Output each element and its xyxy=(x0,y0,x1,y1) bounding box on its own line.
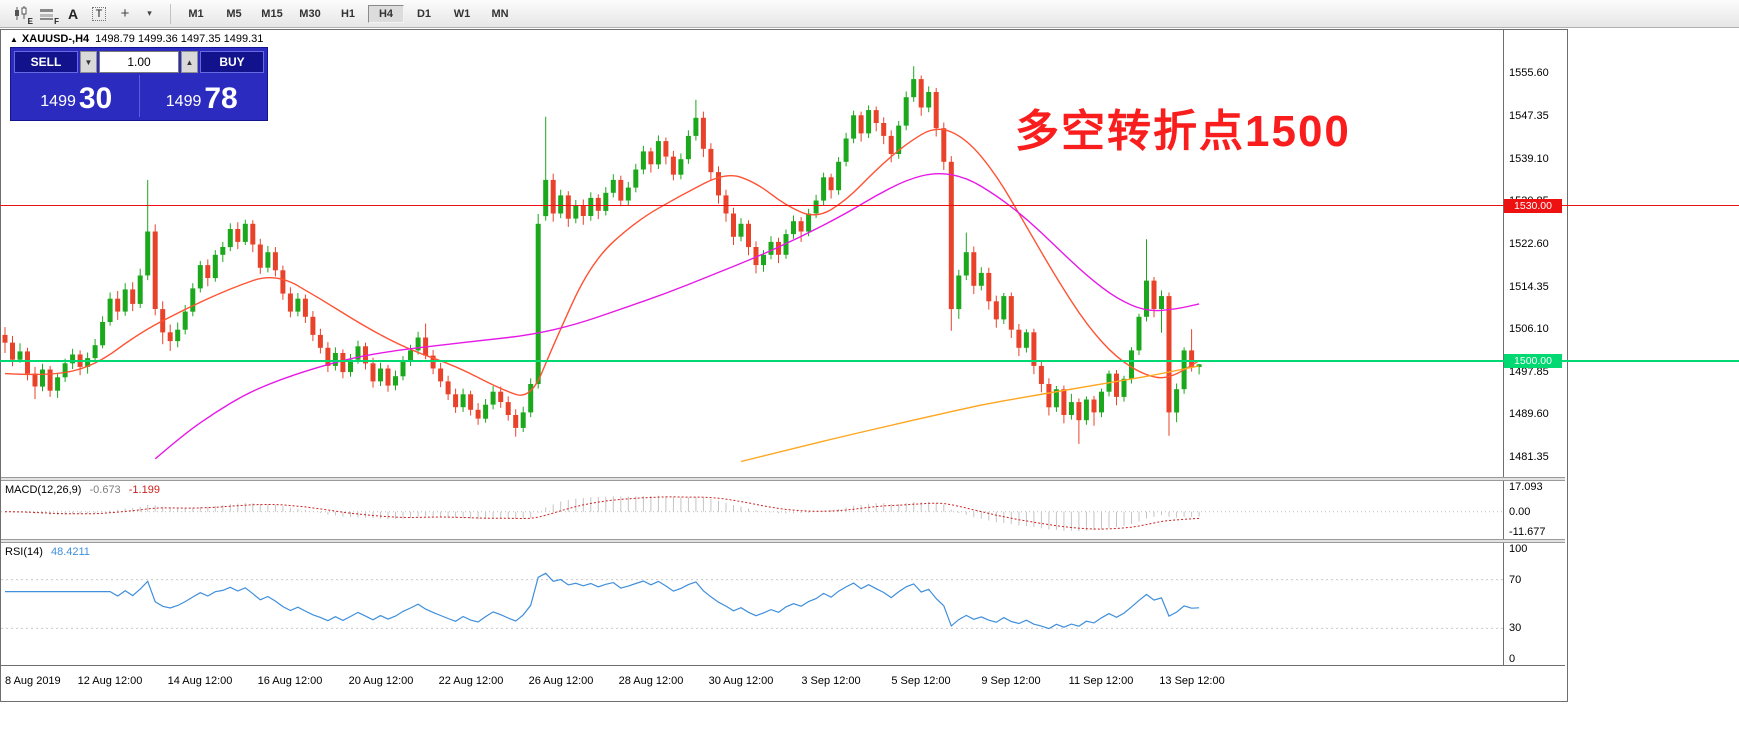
macd-label: MACD(12,26,9) xyxy=(5,484,82,496)
text-label-tool-icon[interactable]: T xyxy=(87,3,111,25)
chart-window: 1555.601547.351539.101530.851522.601514.… xyxy=(0,29,1568,702)
macd-axis-tick: 17.093 xyxy=(1509,481,1543,493)
rsi-panel: 100 70 30 0 RSI(14) 48.4211 xyxy=(1,543,1565,665)
time-axis-label: 13 Sep 12:00 xyxy=(1159,675,1225,687)
rsi-axis[interactable]: 100 70 30 0 xyxy=(1503,543,1565,665)
macd-panel: 17.093 0.00 -11.677 MACD(12,26,9) -0.673 -… xyxy=(1,481,1565,539)
volume-up-button[interactable]: ▲ xyxy=(181,51,198,73)
sell-button[interactable]: SELL xyxy=(14,51,78,73)
rsi-line xyxy=(5,572,1200,630)
time-axis-label: 22 Aug 12:00 xyxy=(438,675,504,687)
support-line[interactable] xyxy=(0,360,1739,362)
macd-histogram xyxy=(12,495,1200,532)
rsi-axis-tick: 30 xyxy=(1509,622,1522,634)
macd-header: MACD(12,26,9) -0.673 -1.199 xyxy=(5,484,165,496)
macd-signal-line xyxy=(4,496,1200,530)
sell-price-pips: 30 xyxy=(78,82,113,115)
timeframe-button-m15[interactable]: M15 xyxy=(261,7,283,20)
time-axis[interactable]: 8 Aug 2019 12 Aug 12:00 14 Aug 12:00 16 Aug… xyxy=(1,665,1565,700)
chart-list-icon[interactable]: F xyxy=(35,3,59,26)
timeframe-button-mn[interactable]: MN xyxy=(491,7,509,20)
top-toolbar: E F A T + ▾ M1 M5 M15 M30 H1 H4 D1 W1 MN xyxy=(0,0,1739,28)
sell-price[interactable]: 1499 30 xyxy=(14,75,139,117)
price-axis-tick: 1555.60 xyxy=(1509,67,1549,79)
price-axis-tick: 1514.35 xyxy=(1509,281,1549,293)
volume-down-button[interactable]: ▼ xyxy=(80,51,97,73)
toolbar-separator xyxy=(170,3,171,24)
symbol-label: XAUUSD-,H4 xyxy=(21,33,90,45)
timeframe-button-h1[interactable]: H1 xyxy=(340,7,356,20)
one-click-trading-panel: SELL ▼ ▲ BUY 1499 30 1499 78 xyxy=(10,47,268,121)
buy-button[interactable]: BUY xyxy=(200,51,264,73)
panel-divider[interactable] xyxy=(1,539,1565,543)
resistance-line-price-label: 1530.00 xyxy=(1504,199,1562,213)
time-axis-label: 14 Aug 12:00 xyxy=(167,675,233,687)
price-axis-tick: 1497.85 xyxy=(1509,366,1549,378)
rsi-canvas[interactable] xyxy=(1,543,1503,665)
macd-axis-tick: -11.677 xyxy=(1509,526,1546,538)
ohlc-values: 1498.79 1499.36 1497.35 1499.31 xyxy=(95,33,264,45)
chevron-down-icon[interactable]: ▾ xyxy=(147,8,152,18)
price-axis-tick: 1539.10 xyxy=(1509,153,1549,165)
price-axis-tick: 1506.10 xyxy=(1509,323,1549,335)
chart-ohlc-header: ▲ XAUUSD-,H4 1498.79 1499.36 1497.35 1499.… xyxy=(10,33,263,45)
volume-input[interactable] xyxy=(99,51,179,73)
ma-long-line[interactable] xyxy=(740,365,1200,463)
ma-fast-line[interactable] xyxy=(4,128,1200,396)
time-axis-label: 16 Aug 12:00 xyxy=(257,675,323,687)
macd-main-value: -0.673 xyxy=(89,484,121,496)
crosshair-tool-icon[interactable]: + xyxy=(120,5,130,22)
rsi-axis-tick: 0 xyxy=(1509,653,1516,665)
text-tool-icon[interactable]: A xyxy=(67,5,79,22)
sell-price-main: 1499 xyxy=(40,93,76,110)
timeframe-button-d1[interactable]: D1 xyxy=(416,7,432,20)
macd-axis[interactable]: 17.093 0.00 -11.677 xyxy=(1503,481,1565,539)
timeframe-button-m1[interactable]: M1 xyxy=(188,7,204,20)
price-axis-tick: 1547.35 xyxy=(1509,110,1549,122)
rsi-axis-tick: 70 xyxy=(1509,574,1522,586)
time-axis-label: 11 Sep 12:00 xyxy=(1068,675,1134,687)
timeframe-button-m30[interactable]: M30 xyxy=(299,7,321,20)
macd-axis-tick: 0.00 xyxy=(1509,506,1531,518)
buy-price[interactable]: 1499 78 xyxy=(140,75,265,117)
time-axis-label: 26 Aug 12:00 xyxy=(528,675,594,687)
support-line-price-label: 1500.00 xyxy=(1504,354,1562,368)
timeframe-button-h4[interactable]: H4 xyxy=(368,4,404,23)
collapse-trade-panel-icon[interactable]: ▲ xyxy=(10,35,18,44)
chart-annotation-text: 多空转折点1500 xyxy=(1015,107,1351,156)
macd-signal-value: -1.199 xyxy=(128,484,160,496)
time-axis-label: 30 Aug 12:00 xyxy=(708,675,774,687)
time-axis-label: 3 Sep 12:00 xyxy=(801,675,861,687)
resistance-line[interactable] xyxy=(0,205,1739,206)
price-axis[interactable]: 1555.601547.351539.101530.851522.601514.… xyxy=(1503,30,1565,477)
macd-canvas[interactable] xyxy=(1,481,1503,539)
rsi-axis-tick: 100 xyxy=(1509,543,1528,555)
rsi-value: 48.4211 xyxy=(50,546,90,558)
icon-badge: F xyxy=(54,16,59,26)
panel-divider[interactable] xyxy=(1,477,1565,481)
price-divider xyxy=(138,75,140,117)
price-axis-tick: 1489.60 xyxy=(1509,408,1549,420)
time-axis-label: 8 Aug 2019 xyxy=(5,675,61,687)
icon-badge: E xyxy=(27,16,33,26)
buy-price-main: 1499 xyxy=(165,93,202,110)
time-axis-label: 12 Aug 12:00 xyxy=(77,675,143,687)
time-axis-label: 5 Sep 12:00 xyxy=(891,675,951,687)
rsi-label: RSI(14) xyxy=(5,546,43,558)
rsi-header: RSI(14) 48.4211 xyxy=(5,546,95,558)
time-axis-label: 28 Aug 12:00 xyxy=(618,675,684,687)
timeframe-button-w1[interactable]: W1 xyxy=(453,7,471,20)
timeframe-toolbar: M1 M5 M15 M30 H1 H4 D1 W1 MN xyxy=(177,4,519,23)
price-axis-tick: 1481.35 xyxy=(1509,451,1549,463)
ma-slow-line[interactable] xyxy=(154,172,1200,460)
price-axis-tick: 1522.60 xyxy=(1509,238,1549,250)
candlestick-chart-icon[interactable]: E xyxy=(9,3,33,26)
buy-price-pips: 78 xyxy=(204,82,238,115)
time-axis-label: 20 Aug 12:00 xyxy=(348,675,414,687)
time-axis-label: 9 Sep 12:00 xyxy=(981,675,1041,687)
timeframe-button-m5[interactable]: M5 xyxy=(226,7,242,20)
